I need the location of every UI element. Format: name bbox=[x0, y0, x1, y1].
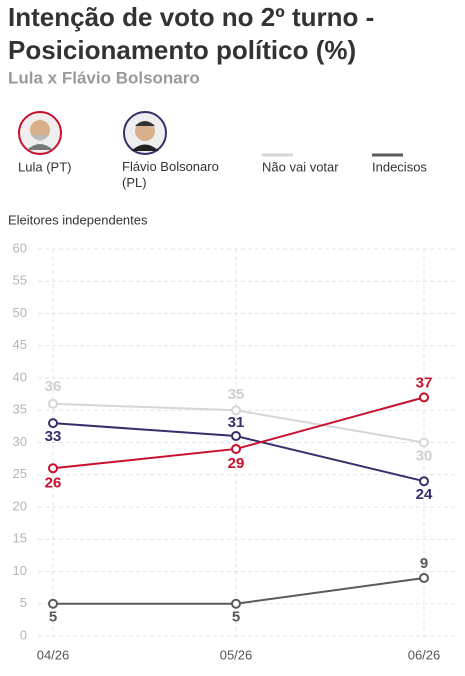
point bbox=[48, 418, 58, 429]
avatar-flavio bbox=[123, 111, 167, 155]
y-tick-label: 15 bbox=[13, 531, 27, 546]
y-tick-label: 45 bbox=[13, 337, 27, 352]
data-label: 9 bbox=[420, 555, 428, 572]
data-label: 35 bbox=[228, 386, 245, 403]
chart-title-cont: Posicionamento político (%) bbox=[8, 35, 356, 65]
data-label: 37 bbox=[416, 374, 433, 391]
y-tick-label: 50 bbox=[13, 305, 27, 320]
point bbox=[231, 443, 241, 454]
point bbox=[419, 437, 429, 448]
y-tick-label: 10 bbox=[13, 563, 27, 578]
avatar-lula bbox=[18, 111, 62, 155]
y-tick-label: 35 bbox=[13, 402, 27, 417]
data-label: 5 bbox=[49, 609, 57, 626]
y-tick-label: 5 bbox=[20, 595, 27, 610]
point bbox=[419, 572, 429, 583]
legend-label: Não vai votar bbox=[262, 159, 339, 174]
data-label: 30 bbox=[416, 447, 433, 464]
data-label: 5 bbox=[232, 609, 240, 626]
point bbox=[231, 598, 241, 609]
chart-title: Intenção de voto no 2º turno - bbox=[8, 2, 374, 32]
x-tick-label: 04/26 bbox=[37, 647, 70, 662]
y-tick-label: 60 bbox=[13, 240, 27, 255]
legend-label-wrap: Flávio Bolsonaro (PL) bbox=[122, 159, 219, 190]
y-tick-label: 55 bbox=[13, 273, 27, 288]
y-tick-label: 25 bbox=[13, 466, 27, 481]
legend-label: Indecisos bbox=[372, 159, 427, 174]
data-label: 31 bbox=[228, 414, 245, 431]
point bbox=[48, 463, 58, 474]
point bbox=[231, 431, 241, 442]
data-label: 36 bbox=[45, 378, 62, 395]
legend-label: Lula (PT) bbox=[18, 159, 71, 174]
data-label: 26 bbox=[45, 474, 62, 491]
axis-label: Eleitores independentes bbox=[8, 212, 148, 227]
point bbox=[48, 398, 58, 409]
y-tick-label: 20 bbox=[13, 498, 27, 513]
x-tick-label: 05/26 bbox=[220, 647, 253, 662]
y-tick-label: 0 bbox=[20, 627, 27, 642]
x-tick-label: 06/26 bbox=[408, 647, 441, 662]
data-label: 29 bbox=[228, 455, 245, 472]
data-label: 24 bbox=[416, 486, 433, 503]
point bbox=[419, 392, 429, 403]
y-tick-label: 40 bbox=[13, 369, 27, 384]
legend-label: Flávio Bolsonaro (PL) bbox=[122, 159, 219, 190]
point bbox=[231, 405, 241, 416]
subtitle: Lula x Flávio Bolsonaro bbox=[8, 68, 200, 87]
point bbox=[48, 598, 58, 609]
point bbox=[419, 476, 429, 487]
y-tick-label: 30 bbox=[13, 434, 27, 449]
data-label: 33 bbox=[45, 428, 62, 445]
